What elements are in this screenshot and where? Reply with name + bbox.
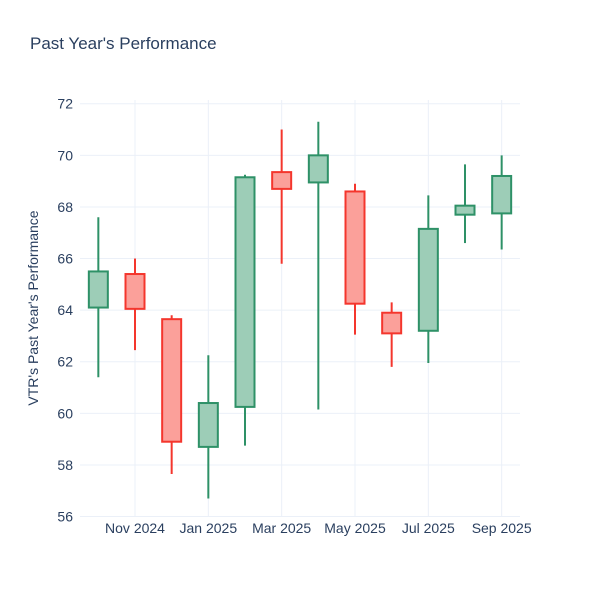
candle-decreasing xyxy=(124,258,146,351)
x-tick-label: Sep 2025 xyxy=(472,520,532,536)
candle-decreasing xyxy=(271,129,293,264)
candle-increasing xyxy=(307,121,329,410)
y-axis-title: VTR's Past Year's Performance xyxy=(25,210,41,406)
y-tick-label: 58 xyxy=(57,457,73,473)
y-tick-label: 64 xyxy=(57,302,73,318)
candle-increasing xyxy=(87,217,109,378)
x-tick-label: Mar 2025 xyxy=(252,520,311,536)
y-tick-label: 66 xyxy=(57,251,73,267)
candle-body xyxy=(161,318,183,443)
candle-body xyxy=(124,273,146,310)
candle-increasing xyxy=(491,155,513,250)
y-tick-label: 68 xyxy=(57,199,73,215)
chart-title: Past Year's Performance xyxy=(30,34,217,53)
x-tick-label: Nov 2024 xyxy=(105,520,165,536)
candle-body xyxy=(234,176,256,408)
candle-body xyxy=(307,154,329,184)
candle-body xyxy=(381,311,403,335)
candle-body xyxy=(197,402,219,448)
y-tick-label: 56 xyxy=(57,509,73,525)
candle-body xyxy=(417,227,439,332)
y-tick-label: 60 xyxy=(57,405,73,421)
y-tick-label: 70 xyxy=(57,147,73,163)
candle-increasing xyxy=(197,355,219,499)
candle-decreasing xyxy=(161,315,183,474)
plot-area[interactable] xyxy=(80,100,520,517)
x-tick-label: Jul 2025 xyxy=(402,520,455,536)
candle-body xyxy=(87,270,109,309)
candle-body xyxy=(344,190,366,305)
candle-decreasing xyxy=(381,302,403,367)
candle-increasing xyxy=(454,164,476,244)
candle-body xyxy=(271,171,293,190)
x-tick-label: May 2025 xyxy=(324,520,386,536)
candle-increasing xyxy=(234,174,256,446)
candle-body xyxy=(491,174,513,215)
candle-decreasing xyxy=(344,183,366,335)
x-tick-label: Jan 2025 xyxy=(180,520,238,536)
candle-increasing xyxy=(417,195,439,364)
y-tick-label: 62 xyxy=(57,354,73,370)
candle-body xyxy=(454,204,476,216)
y-tick-label: 72 xyxy=(57,96,73,112)
